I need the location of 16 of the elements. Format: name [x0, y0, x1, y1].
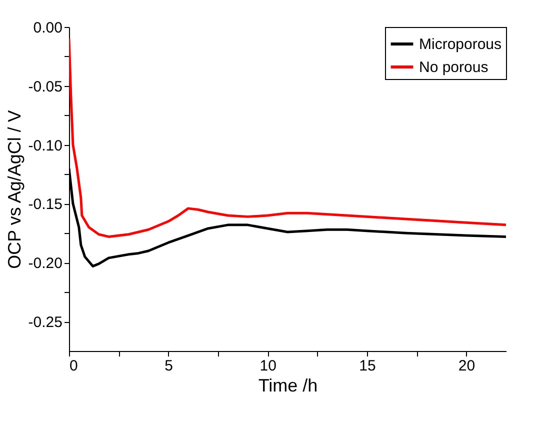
y-tick-label: -0.10 [28, 137, 62, 154]
x-tick-label: 5 [164, 358, 173, 374]
x-tick-label: 20 [458, 358, 476, 374]
y-tick-label: -0.05 [28, 78, 62, 96]
legend-label: No porous [419, 59, 488, 76]
x-tick-label: 0 [70, 358, 78, 374]
x-tick-label: 15 [359, 358, 376, 374]
line-series [69, 38, 506, 238]
y-tick-label: 0.00 [33, 20, 62, 36]
legend-label: Microporous [419, 36, 502, 53]
x-axis-title: Time /h [258, 376, 318, 396]
x-tick-label: 10 [260, 358, 276, 374]
y-tick-label: -0.15 [28, 196, 62, 214]
y-axis-title: OCP vs Ag/AgCl / V [4, 110, 24, 269]
y-tick-label: -0.20 [28, 255, 62, 272]
y-tick-label: -0.25 [28, 314, 62, 332]
